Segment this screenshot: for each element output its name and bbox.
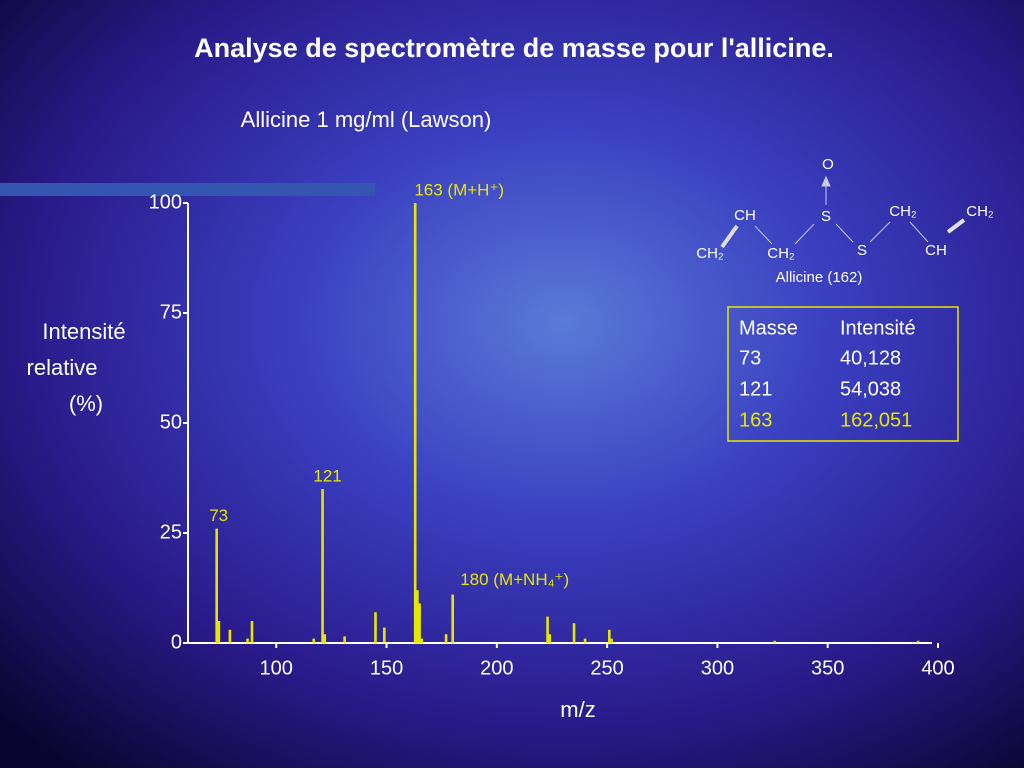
molecule-caption: Allicine (162) bbox=[776, 269, 863, 286]
peak bbox=[418, 603, 421, 643]
x-tick-label: 200 bbox=[480, 657, 513, 679]
peak bbox=[217, 621, 221, 643]
y-tick-label: 100 bbox=[149, 191, 182, 213]
x-label: m/z bbox=[560, 697, 595, 722]
y-label: (%) bbox=[69, 391, 103, 416]
plot: 0 25 50 75 100 100 150 200 250 300 350 400 73 121 163 … bbox=[149, 180, 955, 679]
y-tick-label: 75 bbox=[160, 301, 182, 323]
x-tick-label: 400 bbox=[921, 657, 954, 679]
x-tick-label: 250 bbox=[590, 657, 623, 679]
arrow-head bbox=[821, 175, 831, 187]
x-tick-label: 100 bbox=[260, 657, 293, 679]
peak bbox=[343, 636, 346, 643]
table-cell: 73 bbox=[739, 347, 761, 369]
atom: CH bbox=[734, 207, 756, 224]
peak bbox=[916, 640, 920, 643]
bonds bbox=[720, 175, 966, 249]
table-cell: Masse bbox=[739, 317, 798, 339]
peak bbox=[416, 590, 419, 643]
peak bbox=[451, 594, 455, 643]
atom: CH₂ bbox=[966, 203, 994, 220]
peak bbox=[321, 489, 324, 643]
peak bbox=[583, 638, 587, 643]
bond bbox=[720, 224, 739, 249]
atom: S bbox=[821, 208, 831, 225]
atom: S bbox=[857, 242, 867, 259]
table-cell: Intensité bbox=[840, 317, 916, 339]
y-tick-label: 0 bbox=[171, 631, 182, 653]
bond bbox=[869, 221, 891, 243]
peak bbox=[215, 528, 218, 643]
bond bbox=[794, 223, 815, 245]
table: Masse Intensité 73 40,128 121 54,038 163… bbox=[739, 317, 916, 431]
peak bbox=[608, 629, 611, 643]
peak bbox=[773, 640, 777, 643]
peak bbox=[572, 623, 576, 643]
table-cell: 162,051 bbox=[840, 409, 912, 431]
y-label: Intensité bbox=[42, 319, 125, 344]
peak bbox=[420, 638, 424, 643]
bond bbox=[909, 221, 929, 243]
decor-bar bbox=[0, 183, 375, 196]
peak-label: 121 bbox=[313, 466, 341, 485]
atom: CH bbox=[925, 242, 947, 259]
peak bbox=[312, 638, 316, 643]
atoms: O CH S CH₂ CH₂ CH₂ S CH CH₂ Allicine (16… bbox=[696, 156, 994, 286]
peak bbox=[246, 638, 249, 643]
atom: CH₂ bbox=[767, 245, 795, 262]
table-border bbox=[727, 306, 959, 442]
peak bbox=[610, 638, 613, 643]
table-cell: 40,128 bbox=[840, 347, 901, 369]
peak bbox=[374, 612, 377, 643]
bond bbox=[754, 225, 773, 245]
table-cell: 54,038 bbox=[840, 378, 901, 400]
chart-subtitle: Allicine 1 mg/ml (Lawson) bbox=[241, 107, 492, 132]
peak bbox=[228, 629, 232, 643]
peak-label: 163 (M+H⁺) bbox=[414, 180, 504, 199]
chart-title: Analyse de spectromètre de masse pour l'… bbox=[194, 33, 834, 63]
atom: CH₂ bbox=[696, 245, 724, 262]
table-cell: 121 bbox=[739, 378, 772, 400]
peak bbox=[383, 627, 386, 643]
peak bbox=[444, 634, 448, 643]
peak-label: 180 (M+NH₄⁺) bbox=[460, 570, 569, 589]
peak bbox=[413, 203, 417, 643]
peak bbox=[546, 616, 549, 643]
bond bbox=[835, 223, 854, 243]
x-tick-label: 300 bbox=[701, 657, 734, 679]
bond bbox=[946, 218, 966, 234]
x-tick-label: 150 bbox=[370, 657, 403, 679]
y-tick-label: 25 bbox=[160, 521, 182, 543]
table-cell: 163 bbox=[739, 409, 772, 431]
x-tick-label: 350 bbox=[811, 657, 844, 679]
peak bbox=[250, 621, 254, 643]
peak bbox=[548, 634, 552, 643]
y-tick-label: 50 bbox=[160, 411, 182, 433]
y-label: relative bbox=[27, 355, 98, 380]
atom: O bbox=[822, 156, 834, 173]
peak bbox=[323, 634, 327, 643]
peak-label: 73 bbox=[209, 506, 228, 525]
atom: CH₂ bbox=[889, 203, 917, 220]
